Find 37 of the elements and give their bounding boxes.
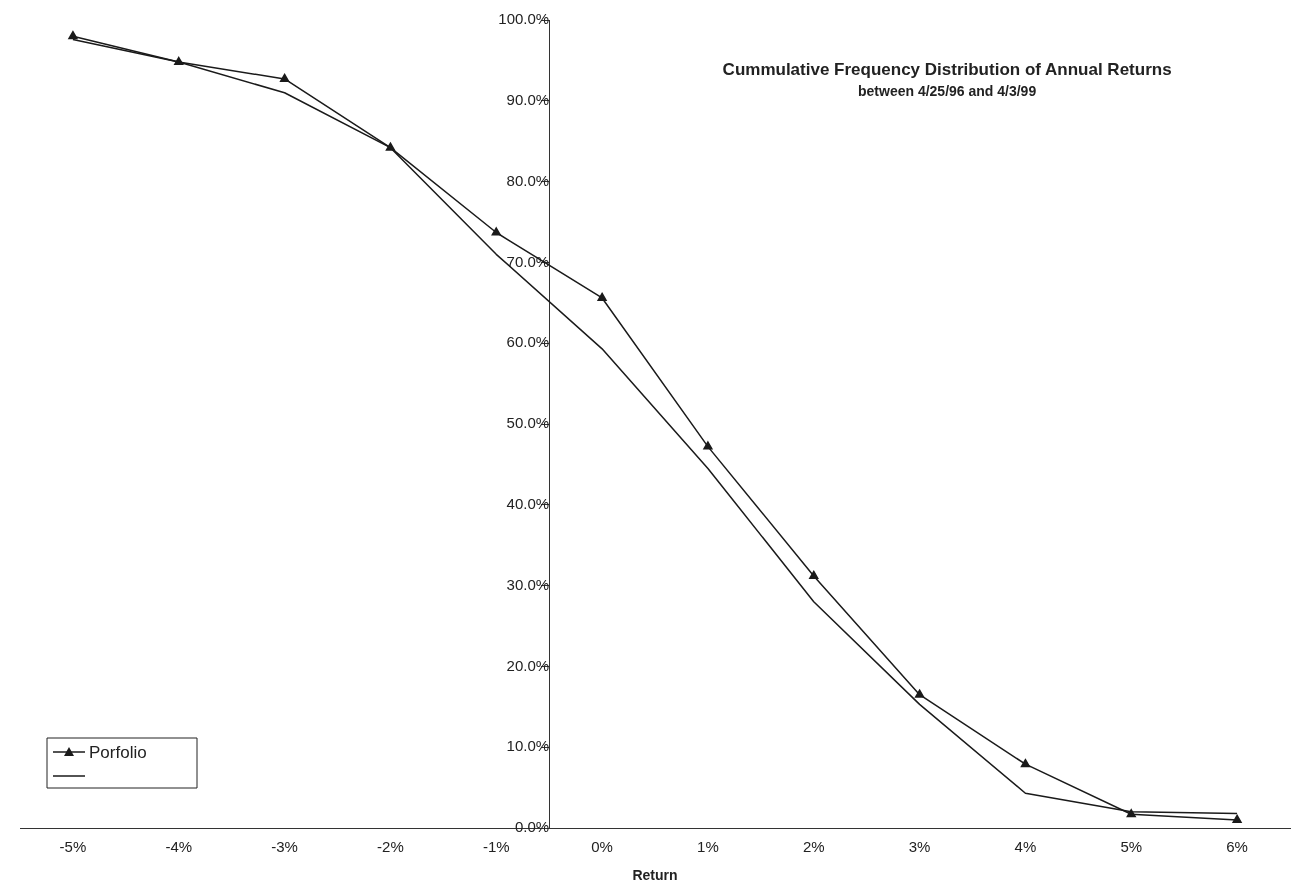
x-tick-label: 0% [591,838,613,856]
y-tick-label: 30.0% [506,575,550,593]
point [809,570,819,579]
text: Cummulative Frequency Distribution of Annual Returns [722,60,1172,79]
x-tick-label: 6% [1226,838,1248,856]
point [68,30,78,40]
point [385,142,396,151]
x-tick-label: 3% [908,838,931,856]
y-tick-label: 100.0% [498,10,550,28]
x-tick-label: 2% [802,838,825,856]
x-tick-label: 5% [1120,838,1143,856]
x-axis-title: Return [632,867,678,883]
point [597,292,607,301]
y-tick-label: 90.0% [506,90,550,108]
point [1126,809,1136,818]
y-tick-label: 50.0% [506,414,550,432]
y-tick-label: 20.0% [506,656,550,674]
y-tick-label: 40.0% [506,494,550,512]
point [1020,758,1031,768]
x-tick-label: -4% [165,838,193,856]
point [279,73,290,82]
point [1232,814,1242,823]
y-tick-label: 10.0% [506,737,550,755]
point [703,441,713,450]
point [174,56,184,66]
x-tick-label: 4% [1014,838,1037,856]
x-tick-label: -2% [377,838,404,856]
y-tick-label: 60.0% [506,333,550,351]
point [491,227,501,236]
x-tick-label: -3% [271,838,298,856]
x-tick-label: 1% [697,838,719,856]
x-tick-label: -1% [482,838,510,856]
text: between 4/25/96 and 4/3/99 [857,83,1037,99]
point [914,689,925,698]
y-tick-label: 80.0% [506,171,550,189]
legend-label: Porfolio [89,743,147,762]
x-tick-label: -5% [59,838,87,856]
